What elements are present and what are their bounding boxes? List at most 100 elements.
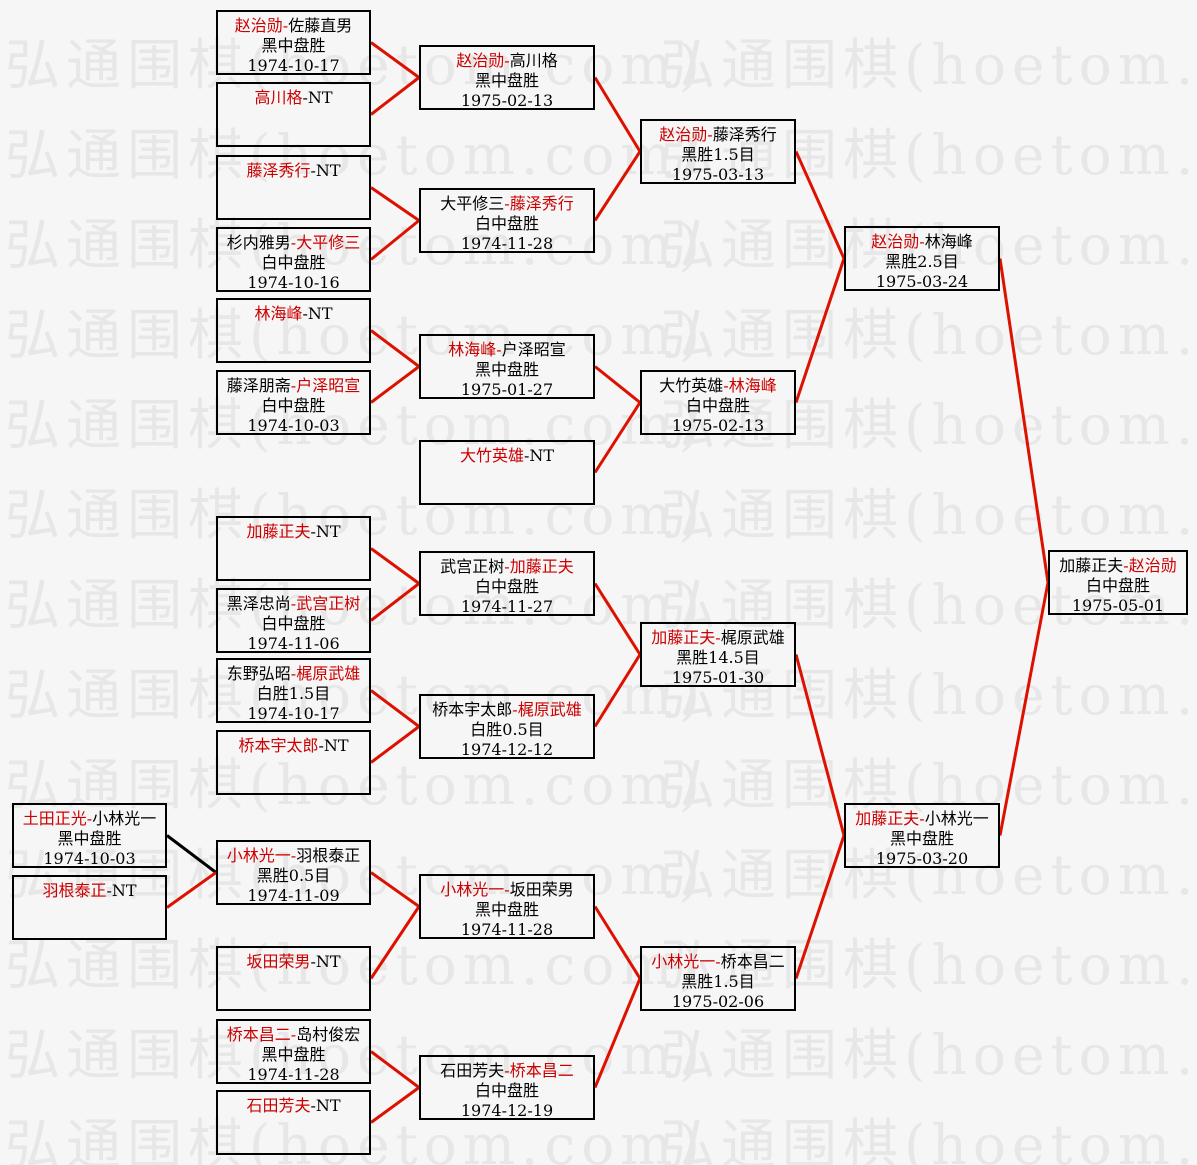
connector-line-B10-C6 <box>370 725 420 764</box>
match-box-B11[interactable]: 小林光一-羽根泰正 黑胜0.5目 1974-11-09 <box>216 840 371 905</box>
player1-name: 大竹英雄 <box>659 376 724 395</box>
player1-name: 坂田荣男 <box>246 952 311 971</box>
name-separator: - <box>106 881 112 900</box>
player2-name: 林海峰 <box>924 232 973 251</box>
result-text: 黑中盘胜 <box>474 360 539 379</box>
match-box-B12[interactable]: 坂田荣男-NT <box>216 946 371 1011</box>
player2-name: NT <box>307 304 333 323</box>
connector-line-B12-C7 <box>369 905 421 980</box>
match-box-B14[interactable]: 石田芳夫-NT <box>216 1090 371 1155</box>
match-players: 小林光一-桥本昌二 <box>642 952 794 972</box>
date-text: 1975-03-24 <box>875 272 969 291</box>
match-players: 东野弘昭-梶原武雄 <box>218 664 369 684</box>
match-box-B13[interactable]: 桥本昌二-岛村俊宏 黑中盘胜 1974-11-28 <box>216 1019 371 1084</box>
player1-name: 羽根泰正 <box>42 881 107 900</box>
player2-name: 高川格 <box>509 51 558 70</box>
match-players: 高川格-NT <box>218 88 369 108</box>
player1-name: 林海峰 <box>254 304 303 323</box>
date-text: 1974-10-16 <box>247 273 340 292</box>
match-box-A2[interactable]: 羽根泰正-NT <box>12 875 167 940</box>
match-box-D1[interactable]: 赵治勋-藤泽秀行 黑胜1.5目 1975-03-13 <box>640 119 796 184</box>
player1-name: 石田芳夫 <box>246 1096 311 1115</box>
match-box-C8[interactable]: 石田芳夫-桥本昌二 白中盘胜 1974-12-19 <box>419 1055 595 1120</box>
player1-name: 加藤正夫 <box>1059 556 1124 575</box>
result-text: 黑中盘胜 <box>474 900 539 919</box>
name-separator: - <box>302 88 308 107</box>
match-box-B9[interactable]: 东野弘昭-梶原武雄 白胜1.5目 1974-10-17 <box>216 658 371 723</box>
match-box-C3[interactable]: 林海峰-户泽昭宣 黑中盘胜 1975-01-27 <box>419 334 595 399</box>
connector-line-B9-C6 <box>370 689 420 728</box>
match-box-D4[interactable]: 小林光一-桥本昌二 黑胜1.5目 1975-02-06 <box>640 946 796 1011</box>
player1-name: 加藤正夫 <box>246 522 311 541</box>
player2-name: NT <box>323 736 349 755</box>
player1-name: 桥本宇太郎 <box>238 736 319 755</box>
match-box-B4[interactable]: 杉内雅男-大平修三 白中盘胜 1974-10-16 <box>216 227 371 292</box>
connector-line-B6-C3 <box>370 365 420 404</box>
name-separator: - <box>504 1061 510 1080</box>
result-text: 白胜0.5目 <box>470 720 544 739</box>
result-text: 黑胜1.5目 <box>681 145 755 164</box>
date-text: 1974-10-03 <box>43 849 136 868</box>
player1-name: 小林光一 <box>651 952 716 971</box>
connector-line-C1-D1 <box>593 76 642 153</box>
name-separator: - <box>318 736 324 755</box>
match-box-B2[interactable]: 高川格-NT <box>216 82 371 147</box>
match-box-B10[interactable]: 桥本宇太郎-NT <box>216 730 371 795</box>
result-text: 黑胜0.5目 <box>256 866 331 885</box>
connector-line-C6-D3 <box>593 653 642 728</box>
player2-name: 藤泽秀行 <box>509 194 574 213</box>
name-separator: - <box>1123 556 1129 575</box>
match-box-C1[interactable]: 赵治勋-高川格 黑中盘胜 1975-02-13 <box>419 45 595 110</box>
match-box-A1[interactable]: 土田正光-小林光一 黑中盘胜 1974-10-03 <box>12 803 167 868</box>
connector-line-C8-D4 <box>593 977 642 1089</box>
player1-name: 高川格 <box>254 88 303 107</box>
name-separator: - <box>919 232 925 251</box>
match-box-C4[interactable]: 大竹英雄-NT <box>419 440 595 505</box>
match-box-C6[interactable]: 桥本宇太郎-梶原武雄 白胜0.5目 1974-12-12 <box>419 694 595 759</box>
connector-line-B14-C8 <box>370 1086 420 1124</box>
match-box-D3[interactable]: 加藤正夫-梶原武雄 黑胜14.5目 1975-01-30 <box>640 622 796 687</box>
player1-name: 加藤正夫 <box>855 809 920 828</box>
connector-line-B5-C3 <box>370 329 420 368</box>
result-text: 白中盘胜 <box>261 396 326 415</box>
player2-name: 户泽昭宣 <box>501 340 566 359</box>
match-box-D2[interactable]: 大竹英雄-林海峰 白中盘胜 1975-02-13 <box>640 370 796 435</box>
match-box-B3[interactable]: 藤泽秀行-NT <box>216 155 371 220</box>
match-box-F1[interactable]: 加藤正夫-赵治勋 白中盘胜 1975-05-01 <box>1048 550 1188 615</box>
watermark-text: 弘通围棋(hoetom.com) <box>5 573 706 637</box>
match-box-C5[interactable]: 武宫正树-加藤正夫 白中盘胜 1974-11-27 <box>419 551 595 616</box>
result-text: 黑胜14.5目 <box>676 648 760 667</box>
match-box-C2[interactable]: 大平修三-藤泽秀行 白中盘胜 1974-11-28 <box>419 188 595 253</box>
result-text: 白中盘胜 <box>1085 576 1150 595</box>
match-box-B5[interactable]: 林海峰-NT <box>216 298 371 363</box>
match-box-B1[interactable]: 赵治勋-佐藤直男 黑中盘胜 1974-10-17 <box>216 10 371 75</box>
match-box-B6[interactable]: 藤泽朋斋-户泽昭宣 白中盘胜 1974-10-03 <box>216 370 371 435</box>
result-text: 黑胜2.5目 <box>885 252 959 271</box>
player1-name: 土田正光 <box>22 809 87 828</box>
match-box-B8[interactable]: 黑泽忠尚-武宫正树 白中盘胜 1974-11-06 <box>216 588 371 653</box>
player1-name: 桥本昌二 <box>226 1025 291 1044</box>
player2-name: 梶原武雄 <box>720 628 785 647</box>
name-separator: - <box>290 846 297 865</box>
match-box-B7[interactable]: 加藤正夫-NT <box>216 516 371 581</box>
match-players: 加藤正夫-NT <box>218 522 369 542</box>
match-box-E1[interactable]: 赵治勋-林海峰 黑胜2.5目 1975-03-24 <box>844 226 1000 291</box>
date-text: 1974-12-12 <box>460 740 554 759</box>
match-players: 土田正光-小林光一 <box>14 809 165 829</box>
player1-name: 赵治勋 <box>456 51 505 70</box>
match-players: 小林光一-坂田荣男 <box>421 880 593 900</box>
player2-name: NT <box>315 161 341 180</box>
result-text: 白中盘胜 <box>685 396 750 415</box>
name-separator: - <box>290 1025 297 1044</box>
name-separator: - <box>523 446 530 465</box>
match-box-E2[interactable]: 加藤正夫-小林光一 黑中盘胜 1975-03-20 <box>844 803 1000 868</box>
result-text: 白中盘胜 <box>474 214 539 233</box>
player1-name: 武宫正树 <box>440 557 505 576</box>
result-text: 黑中盘胜 <box>889 829 954 848</box>
connector-line-B13-C8 <box>370 1050 420 1089</box>
match-box-C7[interactable]: 小林光一-坂田荣男 黑中盘胜 1974-11-28 <box>419 874 595 939</box>
connector-line-B2-C1 <box>370 76 420 116</box>
connector-line-B11-C7 <box>370 871 420 908</box>
watermark-text: 弘通围棋(hoetom.com) <box>5 393 706 457</box>
